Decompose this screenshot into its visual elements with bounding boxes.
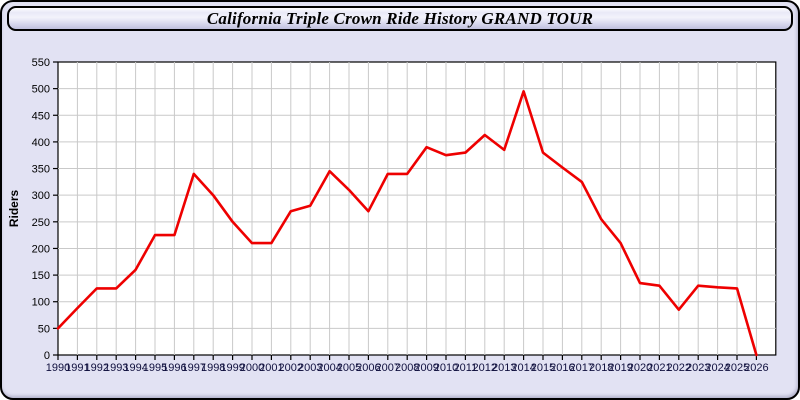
x-tick-label: 1990 (46, 362, 70, 374)
x-tick-label: 2006 (356, 362, 380, 374)
x-tick-label: 1994 (123, 362, 147, 374)
x-tick-label: 2005 (337, 362, 361, 374)
x-tick-label: 1999 (220, 362, 244, 374)
x-tick-label: 2022 (667, 362, 691, 374)
x-tick-label: 2024 (705, 362, 729, 374)
x-tick-label: 1996 (162, 362, 186, 374)
chart-canvas: 0501001502002503003504004505005501990199… (7, 57, 777, 374)
x-tick-label: 2004 (317, 362, 341, 374)
x-tick-label: 2018 (589, 362, 613, 374)
x-tick-label: 2013 (492, 362, 516, 374)
x-tick-label: 1998 (201, 362, 225, 374)
y-tick-label: 500 (32, 84, 50, 96)
x-tick-label: 2012 (473, 362, 497, 374)
x-tick-label: 2002 (279, 362, 303, 374)
page-title: California Triple Crown Ride History GRA… (206, 8, 594, 28)
y-tick-label: 450 (32, 110, 50, 122)
x-tick-label: 2016 (550, 362, 574, 374)
chart-panel: 0 50 100 150 200 250 300 350 400 450 500 550 1990 199… (2, 35, 800, 400)
x-tick-label: 1997 (182, 362, 206, 374)
x-tick-label: 2019 (608, 362, 632, 374)
series-line-riders (56, 90, 758, 357)
y-tick-label: 100 (32, 297, 50, 309)
x-tick-label: 2014 (511, 362, 535, 374)
x-tick-label: 2009 (414, 362, 438, 374)
x-tick-label: 1993 (104, 362, 128, 374)
x-tick-label: 2001 (259, 362, 283, 374)
x-tick-label: 1991 (65, 362, 89, 374)
plot-area (57, 61, 777, 356)
y-tick-label: 300 (32, 190, 50, 202)
y-tick-label: 350 (32, 164, 50, 176)
title-bar: California Triple Crown Ride History GRA… (7, 6, 793, 31)
y-tick-label: 0 (44, 350, 50, 362)
y-tick-label: 200 (32, 243, 50, 255)
x-tick-label: 2011 (454, 362, 478, 374)
x-tick-label: 1992 (85, 362, 109, 374)
x-tick-label: 2017 (570, 362, 594, 374)
y-tick-label: 250 (32, 217, 50, 229)
x-tick-label: 2020 (628, 362, 652, 374)
x-tick-label: 2010 (434, 362, 458, 374)
x-tick-label: 2008 (395, 362, 419, 374)
x-tick-label: 1995 (143, 362, 167, 374)
x-tick-label: 2015 (531, 362, 555, 374)
x-tick-label: 2003 (298, 362, 322, 374)
x-tick-label: 2026 (744, 362, 768, 374)
y-tick-label: 50 (38, 323, 50, 335)
y-tick-label: 150 (32, 270, 50, 282)
y-tick-label: 550 (32, 57, 50, 69)
x-tick-label: 2007 (376, 362, 400, 374)
y-tick-label: 400 (32, 137, 50, 149)
x-tick-label: 2025 (725, 362, 749, 374)
x-tick-label: 2023 (686, 362, 710, 374)
y-axis-label: Riders (7, 190, 21, 228)
x-tick-label: 2021 (647, 362, 671, 374)
x-tick-label: 2000 (240, 362, 264, 374)
